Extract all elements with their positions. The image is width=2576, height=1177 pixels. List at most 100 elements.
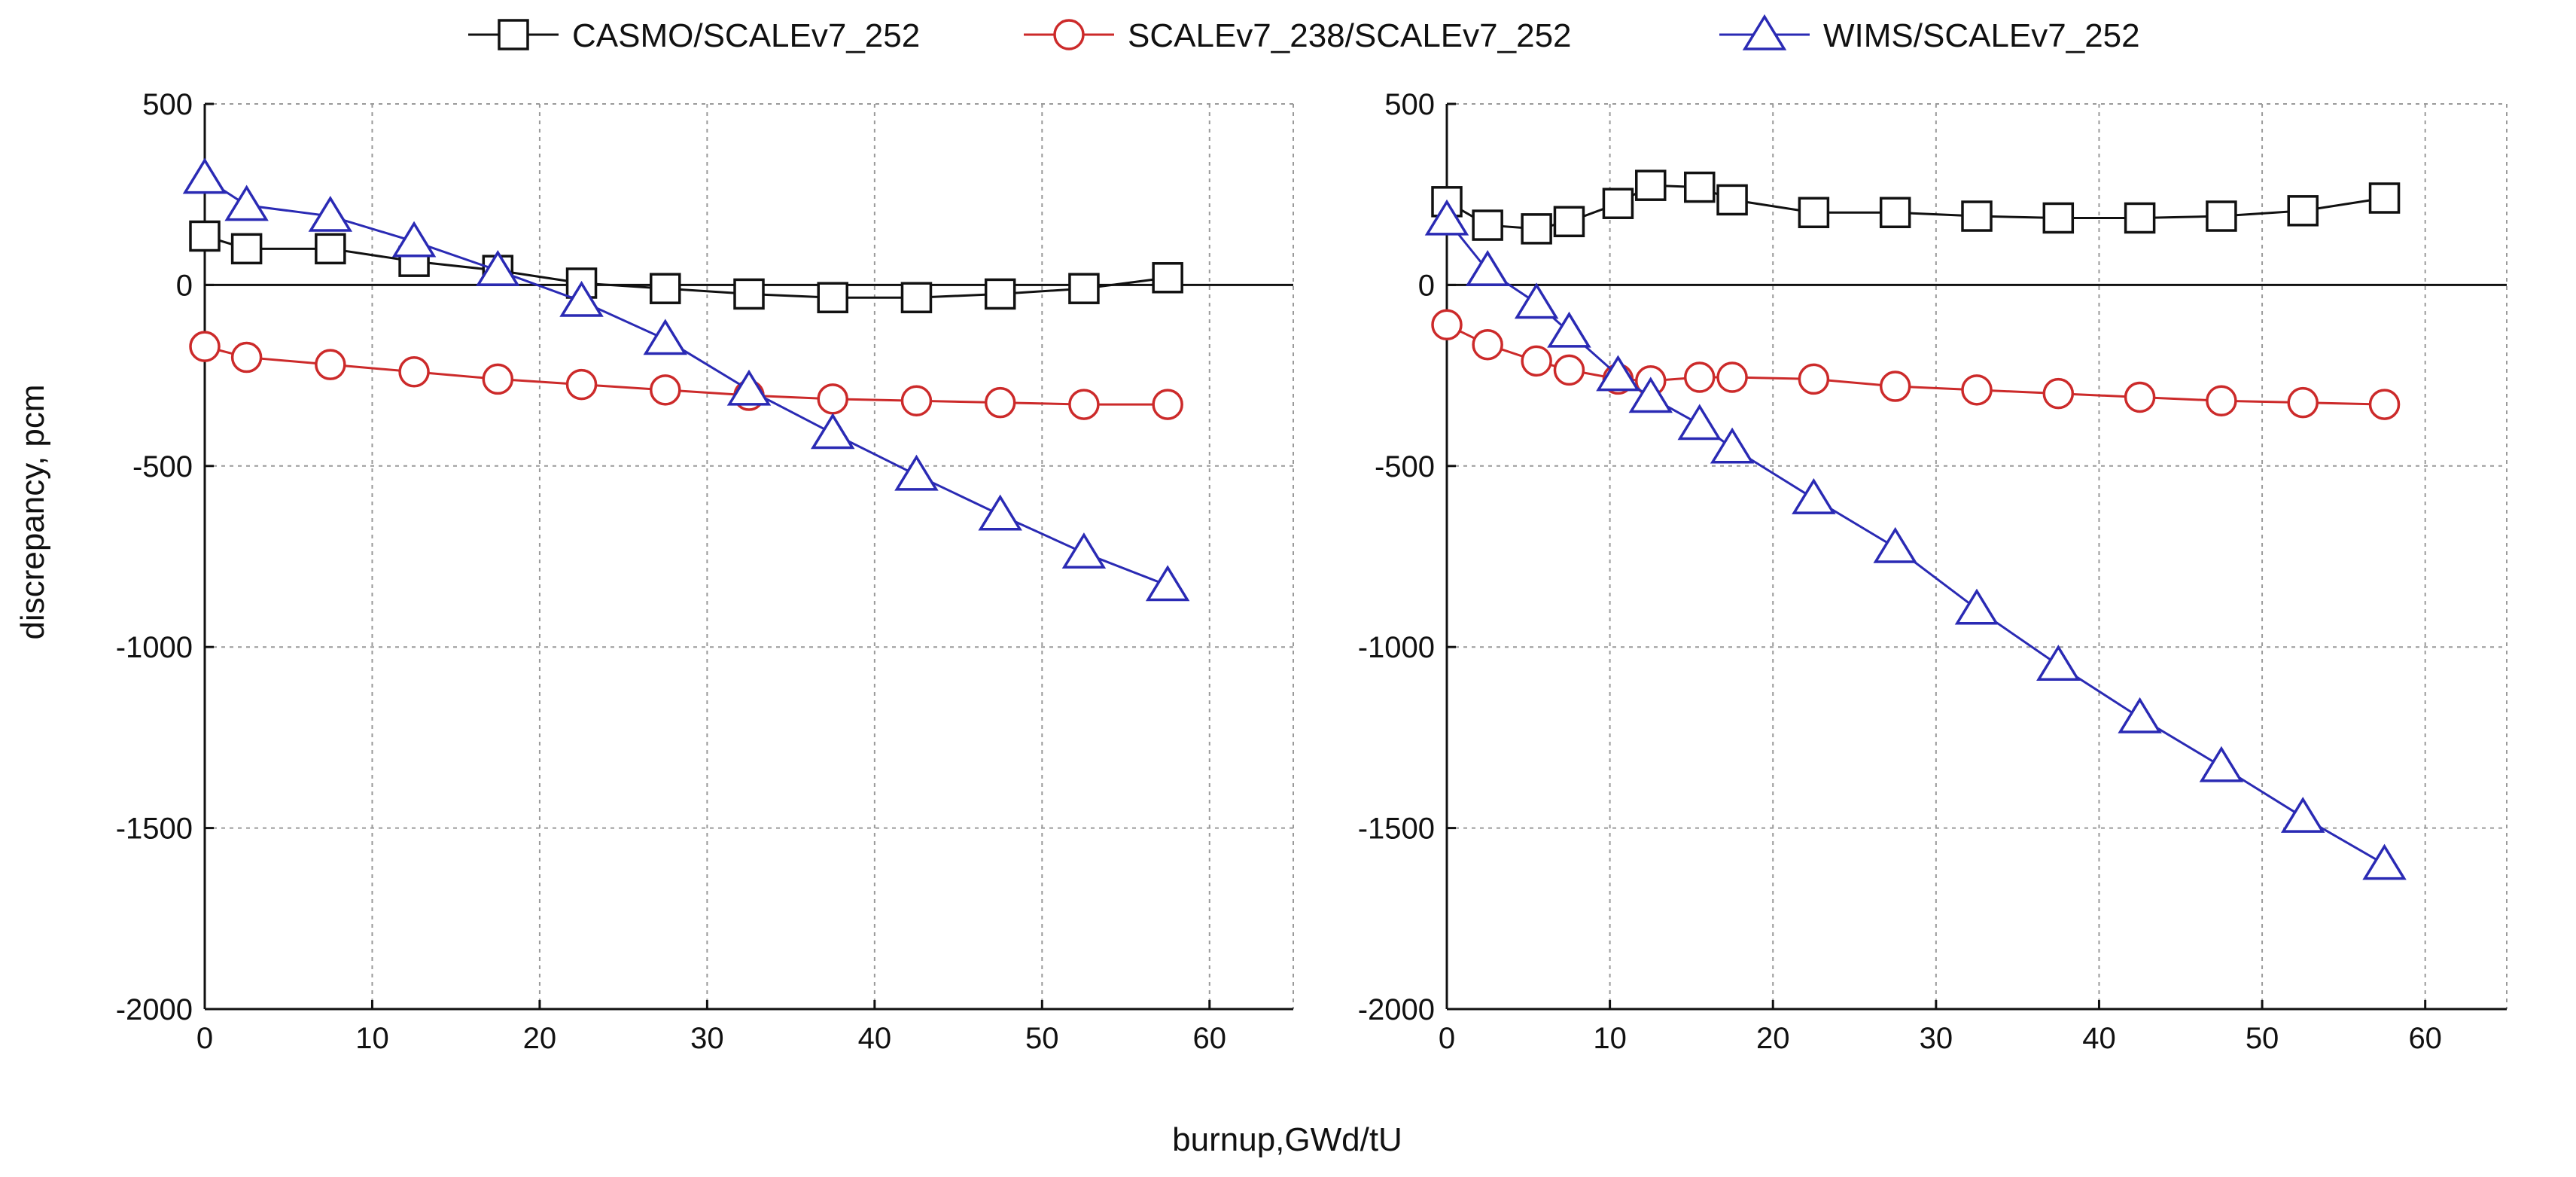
data-point (1710, 427, 1755, 464)
data-point (1521, 345, 1552, 377)
legend-item: SCALEv7_238/SCALEv7_252 (1024, 17, 1572, 54)
x-tick-label: 30 (690, 1022, 724, 1055)
data-point (1602, 188, 1634, 219)
legend-label: SCALEv7_238/SCALEv7_252 (1128, 17, 1572, 54)
data-point (1879, 370, 1911, 402)
y-tick-label: -500 (1375, 450, 1435, 483)
x-tick-label: 0 (196, 1022, 213, 1055)
data-point (900, 282, 933, 313)
data-point (1628, 377, 1673, 413)
data-point (978, 494, 1022, 531)
data-point (189, 220, 221, 252)
data-point (1961, 374, 1993, 406)
data-point (2368, 182, 2401, 214)
data-point (643, 319, 688, 355)
data-point (224, 184, 269, 221)
legend: CASMO/SCALEv7_252 SCALEv7_238/SCALEv7_252… (468, 14, 2140, 54)
data-point (1152, 389, 1183, 420)
legend-label: WIMS/SCALEv7_252 (1823, 17, 2140, 54)
data-point (1873, 526, 1917, 563)
data-point (482, 363, 514, 395)
y-tick-label: 500 (1384, 88, 1435, 121)
y-tick-label: 0 (176, 269, 193, 302)
data-point (1465, 250, 1510, 286)
x-tick-label: 40 (2082, 1022, 2116, 1055)
data-point (230, 341, 263, 374)
data-point (894, 454, 939, 491)
legend-marker-triangle (1742, 14, 1787, 50)
data-point (817, 282, 848, 313)
data-point (1068, 273, 1100, 304)
data-point (559, 280, 604, 317)
y-tick-label: 0 (1418, 269, 1435, 302)
data-point (1954, 588, 1999, 625)
y-tick-label: -500 (132, 450, 193, 483)
x-tick-label: 10 (1593, 1022, 1627, 1055)
data-point (1514, 282, 1559, 319)
data-point (1553, 354, 1585, 386)
data-point (230, 233, 263, 265)
data-point (1879, 197, 1911, 228)
data-point (2368, 389, 2401, 420)
data-point (1684, 361, 1716, 393)
data-point (1547, 311, 1591, 348)
x-tick-label: 40 (858, 1022, 892, 1055)
series-square-left (189, 220, 1183, 313)
y-tick-label: 500 (142, 88, 193, 121)
legend-marker-square (498, 19, 529, 50)
series-triangle-right (1424, 199, 2407, 880)
series-line (1446, 323, 2385, 406)
data-point (2287, 195, 2319, 227)
series-line (204, 345, 1168, 406)
data-point (2199, 746, 2244, 782)
data-point (733, 278, 765, 310)
legend-item: WIMS/SCALEv7_252 (1719, 14, 2140, 54)
data-point (1677, 404, 1722, 441)
data-point (182, 157, 227, 194)
x-tick-label: 10 (355, 1022, 389, 1055)
data-point (2124, 381, 2156, 413)
x-tick-label: 30 (1920, 1022, 1953, 1055)
data-point (1798, 363, 1830, 395)
data-point (476, 250, 520, 286)
x-axis-title: burnup,GWd/tU (1172, 1121, 1402, 1158)
data-point (1431, 309, 1463, 341)
series-triangle-left (182, 157, 1190, 602)
data-point (1716, 361, 1748, 393)
data-point (1152, 262, 1183, 294)
data-point (650, 374, 681, 406)
data-point (398, 356, 430, 388)
y-tick-label: -1500 (1358, 813, 1435, 846)
series-line (1445, 218, 2386, 865)
y-tick-label: -1500 (116, 813, 193, 846)
data-point (308, 195, 353, 232)
y-tick-label: -1000 (116, 631, 193, 664)
data-point (2362, 843, 2407, 880)
y-tick-label: -1000 (1358, 631, 1435, 664)
data-point (2036, 645, 2081, 681)
series-line (204, 235, 1168, 299)
y-tick-label: -2000 (116, 993, 193, 1026)
data-point (2206, 385, 2237, 417)
data-point (650, 273, 681, 304)
data-point (2118, 697, 2162, 733)
data-point (1716, 184, 1748, 216)
legend-label: CASMO/SCALEv7_252 (572, 17, 920, 54)
data-point (817, 383, 848, 415)
data-point (1798, 197, 1830, 228)
data-point (900, 385, 933, 417)
data-point (2287, 386, 2319, 419)
data-point (984, 278, 1016, 310)
data-point (315, 233, 346, 265)
x-tick-label: 50 (2246, 1022, 2279, 1055)
series-circle-right (1431, 309, 2401, 420)
series-line (204, 177, 1168, 587)
data-point (1068, 389, 1100, 420)
data-point (2280, 797, 2325, 833)
data-point (2042, 377, 2075, 410)
data-point (1596, 355, 1640, 392)
data-point (1792, 477, 1836, 514)
legend-marker-circle (1053, 19, 1085, 50)
